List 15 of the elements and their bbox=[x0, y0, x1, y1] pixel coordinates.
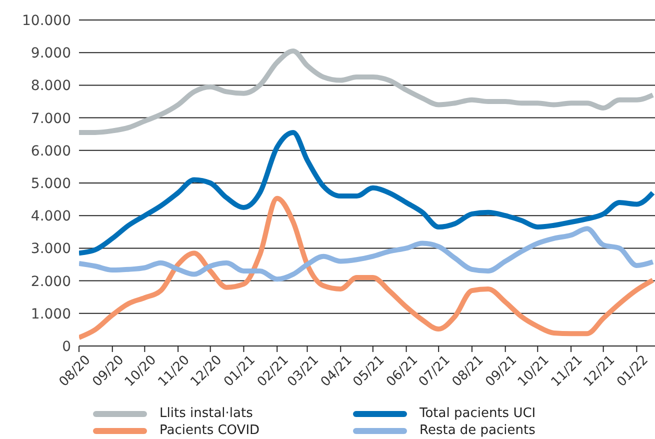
legend-label: Llits instal·lats bbox=[160, 406, 253, 421]
y-tick-label: 0 bbox=[62, 338, 71, 355]
y-tick-label: 4.000 bbox=[30, 208, 71, 225]
y-tick-label: 1.000 bbox=[30, 306, 71, 322]
y-tick-label: 10.000 bbox=[22, 12, 71, 29]
legend-label: Pacients COVID bbox=[160, 423, 260, 438]
y-tick-label: 3.000 bbox=[30, 241, 71, 258]
y-tick-label: 5.000 bbox=[30, 176, 71, 192]
y-tick-label: 6.000 bbox=[30, 143, 71, 160]
y-tick-label: 8.000 bbox=[30, 78, 71, 94]
legend-label: Resta de pacients bbox=[420, 423, 536, 438]
y-tick-label: 7.000 bbox=[30, 110, 71, 127]
y-tick-label: 2.000 bbox=[30, 274, 71, 290]
y-tick-label: 9.000 bbox=[30, 46, 71, 62]
legend-label: Total pacients UCI bbox=[420, 406, 536, 421]
